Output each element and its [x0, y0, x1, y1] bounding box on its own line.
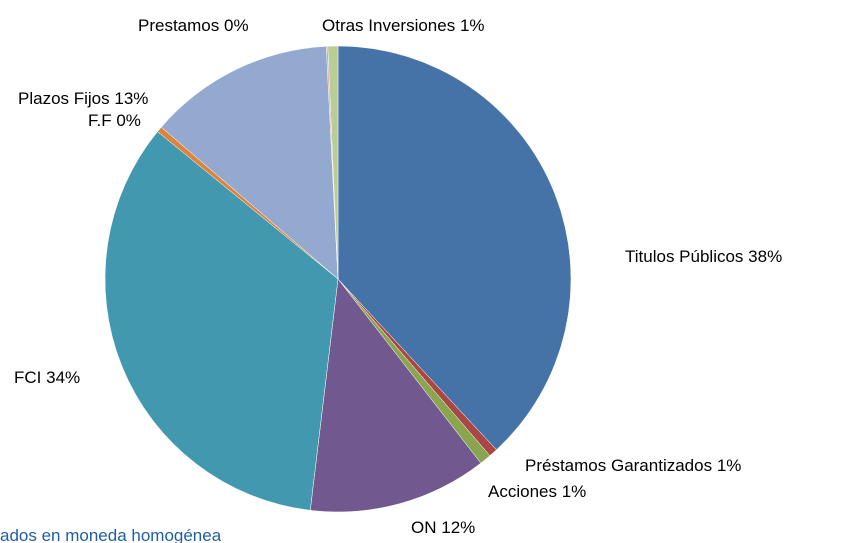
value-label: 1%: [717, 456, 742, 475]
slice-label: Prestamos 0%: [138, 16, 249, 35]
slice-label: FCI 34%: [14, 368, 80, 387]
slice-label: Acciones 1%: [488, 482, 586, 501]
value-label: 13%: [114, 89, 148, 108]
labels: Titulos Públicos 38% Préstamos Garantizad…: [14, 16, 782, 537]
category-name: Otras Inversiones: [322, 16, 455, 35]
category-name: Titulos Públicos: [625, 247, 743, 266]
slice-label: F.F 0%: [88, 111, 141, 130]
category-name: F.F: [88, 111, 112, 130]
category-name: ON: [411, 518, 437, 537]
value-label: 1%: [562, 482, 587, 501]
slice-label: ON 12%: [411, 518, 475, 537]
value-label: 0%: [116, 111, 141, 130]
slice: [337, 45, 572, 451]
slice: [104, 131, 339, 511]
slice-label: Préstamos Garantizados 1%: [525, 456, 741, 475]
slice: [327, 45, 339, 280]
slice: [160, 46, 339, 280]
category-name: Acciones: [488, 482, 557, 501]
pie: [104, 45, 572, 513]
slice: [309, 278, 482, 513]
footnote: ados en moneda homogénea: [0, 526, 222, 543]
value-label: 12%: [441, 518, 475, 537]
value-label: 0%: [224, 16, 249, 35]
category-name: FCI: [14, 368, 41, 387]
category-name: Préstamos Garantizados: [525, 456, 712, 475]
category-name: Prestamos: [138, 16, 219, 35]
category-name: Plazos Fijos: [18, 89, 110, 108]
value-label: 1%: [460, 16, 485, 35]
slice-label: Otras Inversiones 1%: [322, 16, 485, 35]
value-label: 34%: [46, 368, 80, 387]
slice-label: Plazos Fijos 13%: [18, 89, 148, 108]
value-label: 38%: [748, 247, 782, 266]
slice-label: Titulos Públicos 38%: [625, 247, 782, 266]
